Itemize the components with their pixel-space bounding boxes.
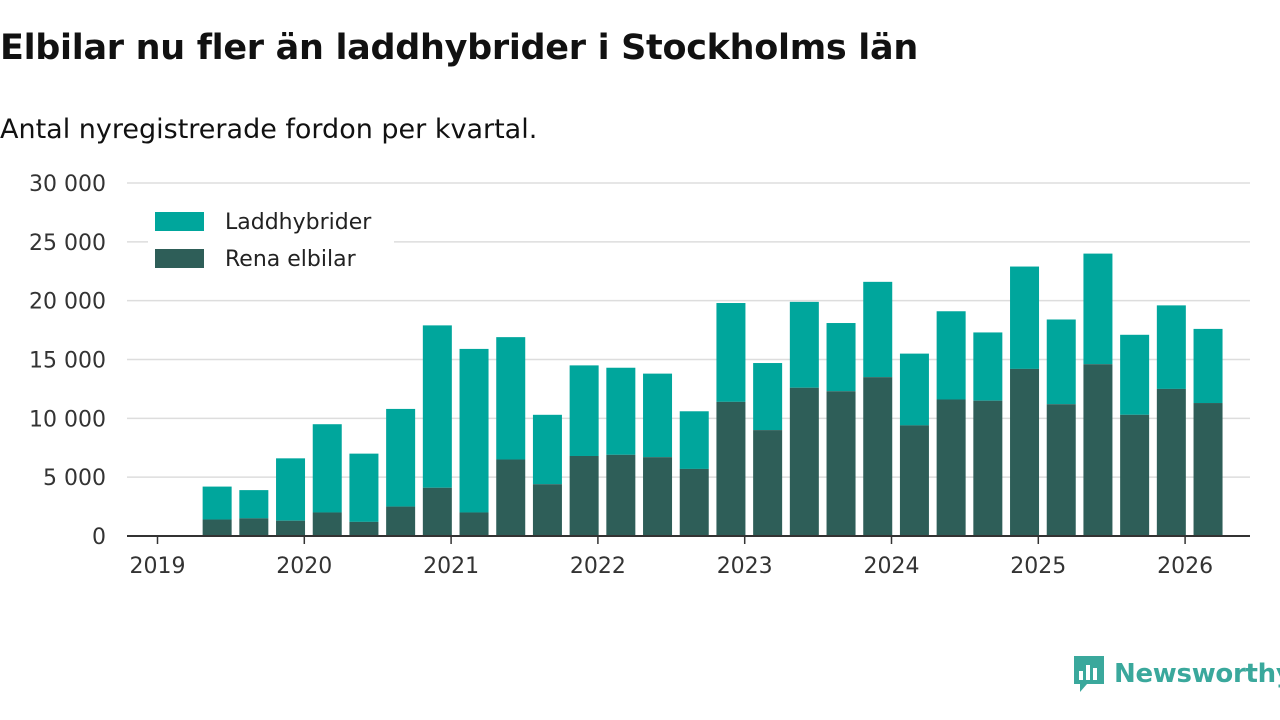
bar-laddhybrider — [312, 424, 342, 513]
bar-laddhybrider — [1120, 334, 1150, 415]
bar-laddhybrider — [386, 408, 416, 507]
brand-name: Newsworthy — [1114, 659, 1280, 689]
bar-laddhybrider — [863, 281, 893, 378]
x-tick-label: 2021 — [423, 554, 479, 579]
x-tick-label: 2023 — [717, 554, 773, 579]
bar-laddhybrider — [1046, 319, 1076, 405]
bar-laddhybrider — [899, 353, 929, 426]
x-tick-label: 2026 — [1157, 554, 1213, 579]
bar-laddhybrider — [1156, 305, 1186, 389]
bar-laddhybrider — [679, 411, 709, 469]
bar-rena-elbilar — [973, 400, 1003, 536]
bar-laddhybrider — [753, 363, 783, 431]
bar-laddhybrider — [1083, 253, 1113, 365]
x-tick-label: 2022 — [570, 554, 626, 579]
y-axis-ticks: 0 5 000 10 000 15 000 20 000 25 000 30 000 — [29, 172, 106, 550]
bar-laddhybrider — [973, 332, 1003, 401]
bar-laddhybrider — [936, 311, 966, 400]
y-tick-label: 0 — [92, 525, 106, 550]
bar-laddhybrider — [716, 303, 746, 402]
bar-laddhybrider — [422, 325, 452, 488]
bar-laddhybrider — [789, 301, 819, 388]
bar-laddhybrider — [606, 367, 636, 455]
x-tick-label: 2025 — [1010, 554, 1066, 579]
y-tick-label: 20 000 — [29, 290, 106, 315]
bar-rena-elbilar — [753, 430, 783, 536]
bar-rena-elbilar — [239, 518, 269, 536]
bar-rena-elbilar — [1010, 368, 1040, 536]
bar-rena-elbilar — [1083, 364, 1113, 536]
legend-swatch-laddhybrider — [155, 212, 204, 231]
bar-laddhybrider — [643, 373, 673, 458]
bar-rena-elbilar — [899, 425, 929, 536]
bar-rena-elbilar — [789, 387, 819, 536]
bar-rena-elbilar — [863, 377, 893, 536]
y-tick-label: 15 000 — [29, 349, 106, 374]
bar-laddhybrider — [1010, 266, 1040, 369]
legend-label-rena-elbilar: Rena elbilar — [225, 247, 357, 272]
bar-laddhybrider — [1193, 328, 1223, 404]
x-tick-label: 2020 — [276, 554, 332, 579]
bar-rena-elbilar — [1046, 404, 1076, 536]
bar-rena-elbilar — [276, 520, 306, 536]
legend-label-laddhybrider: Laddhybrider — [225, 210, 372, 235]
bars — [202, 253, 1223, 536]
x-axis: 2019 2020 2021 2022 2023 2024 2025 2026 — [127, 535, 1250, 579]
brand-logo: Newsworthy — [1072, 654, 1280, 694]
bar-laddhybrider — [569, 365, 599, 456]
bar-rena-elbilar — [826, 391, 856, 536]
bar-rena-elbilar — [349, 521, 379, 536]
bar-laddhybrider — [202, 486, 232, 520]
bar-rena-elbilar — [202, 519, 232, 536]
stacked-bar-chart: 0 5 000 10 000 15 000 20 000 25 000 30 000 201… — [29, 172, 1250, 579]
bar-rena-elbilar — [386, 506, 416, 536]
newsworthy-logo-icon — [1074, 656, 1104, 692]
bar-rena-elbilar — [606, 454, 636, 536]
legend-swatch-rena-elbilar — [155, 249, 204, 268]
x-tick-label: 2024 — [864, 554, 920, 579]
x-tick-label: 2019 — [130, 554, 186, 579]
bar-laddhybrider — [349, 453, 379, 522]
bar-rena-elbilar — [716, 401, 746, 536]
legend: Laddhybrider Rena elbilar — [148, 196, 394, 280]
chart-title: Elbilar nu fler än laddhybrider i Stockh… — [0, 28, 918, 68]
bar-rena-elbilar — [569, 455, 599, 536]
bar-laddhybrider — [826, 323, 856, 392]
y-tick-label: 30 000 — [29, 172, 106, 197]
y-tick-label: 5 000 — [43, 466, 106, 491]
bar-laddhybrider — [459, 348, 489, 513]
bar-laddhybrider — [532, 414, 562, 485]
bar-laddhybrider — [276, 458, 306, 521]
bar-rena-elbilar — [643, 457, 673, 536]
y-tick-label: 25 000 — [29, 231, 106, 256]
bar-rena-elbilar — [679, 468, 709, 536]
chart-subtitle: Antal nyregistrerade fordon per kvartal. — [0, 114, 538, 145]
y-tick-label: 10 000 — [29, 407, 106, 432]
bar-rena-elbilar — [1156, 388, 1186, 536]
bar-laddhybrider — [239, 490, 269, 519]
bar-rena-elbilar — [1193, 403, 1223, 536]
bar-rena-elbilar — [496, 459, 526, 536]
bar-rena-elbilar — [1120, 414, 1150, 536]
bar-laddhybrider — [496, 337, 526, 460]
bar-rena-elbilar — [459, 512, 489, 536]
bar-rena-elbilar — [312, 512, 342, 536]
bar-rena-elbilar — [422, 487, 452, 536]
bar-rena-elbilar — [936, 399, 966, 536]
bar-rena-elbilar — [532, 484, 562, 536]
